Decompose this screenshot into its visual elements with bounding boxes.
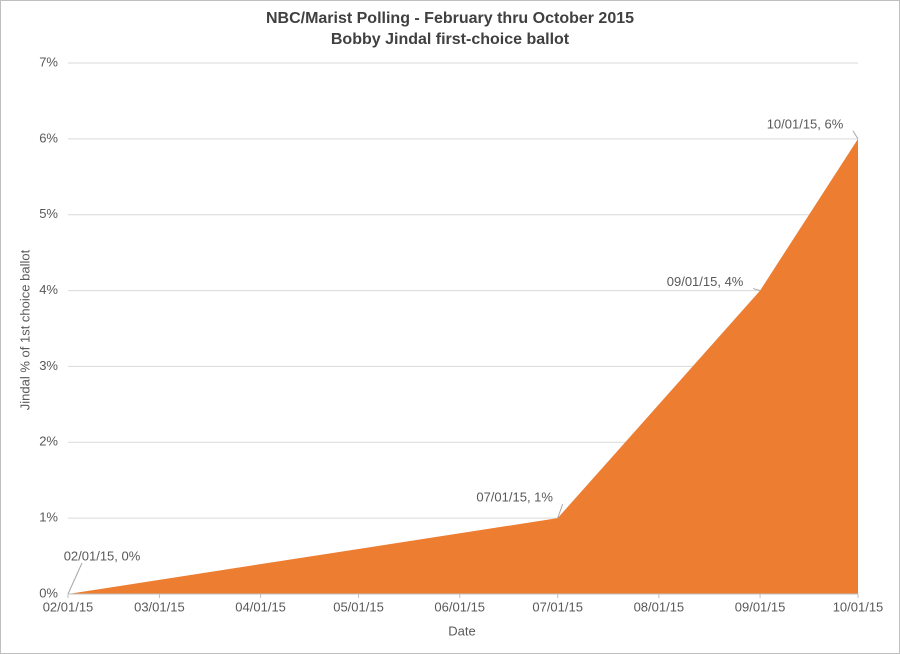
x-tick-label: 09/01/15 — [735, 599, 786, 614]
leader-line — [67, 562, 83, 595]
leader-line — [752, 288, 761, 292]
leader-line — [852, 130, 859, 140]
y-tick-label: 5% — [39, 206, 58, 221]
x-tick-label: 06/01/15 — [434, 599, 485, 614]
chart-title: NBC/Marist Polling - February thru Octob… — [266, 10, 634, 27]
x-tick-label: 07/01/15 — [532, 599, 583, 614]
data-label: 07/01/15, 1% — [476, 490, 553, 505]
y-tick-label: 3% — [39, 358, 58, 373]
y-tick-label: 2% — [39, 434, 58, 449]
data-label: 10/01/15, 6% — [767, 116, 844, 131]
leader-line — [557, 503, 564, 519]
x-tick-label: 04/01/15 — [235, 599, 286, 614]
y-tick-label: 6% — [39, 130, 58, 145]
y-tick-label: 7% — [39, 54, 58, 69]
x-tick-label: 03/01/15 — [134, 599, 185, 614]
chart-subtitle: Bobby Jindal first-choice ballot — [331, 31, 570, 48]
x-tick-label: 05/01/15 — [333, 599, 384, 614]
area — [68, 138, 858, 594]
y-tick-label: 4% — [39, 282, 58, 297]
y-axis-title: Jindal % of 1st choice ballot — [17, 249, 32, 410]
x-tick-label: 10/01/15 — [833, 599, 884, 614]
x-tick-label: 08/01/15 — [634, 599, 685, 614]
x-tick-label: 02/01/15 — [43, 599, 94, 614]
y-tick-label: 0% — [39, 585, 58, 600]
data-label: 09/01/15, 4% — [667, 274, 744, 289]
x-axis-title: Date — [448, 623, 475, 638]
data-label: 02/01/15, 0% — [64, 548, 141, 563]
y-tick-label: 1% — [39, 510, 58, 525]
